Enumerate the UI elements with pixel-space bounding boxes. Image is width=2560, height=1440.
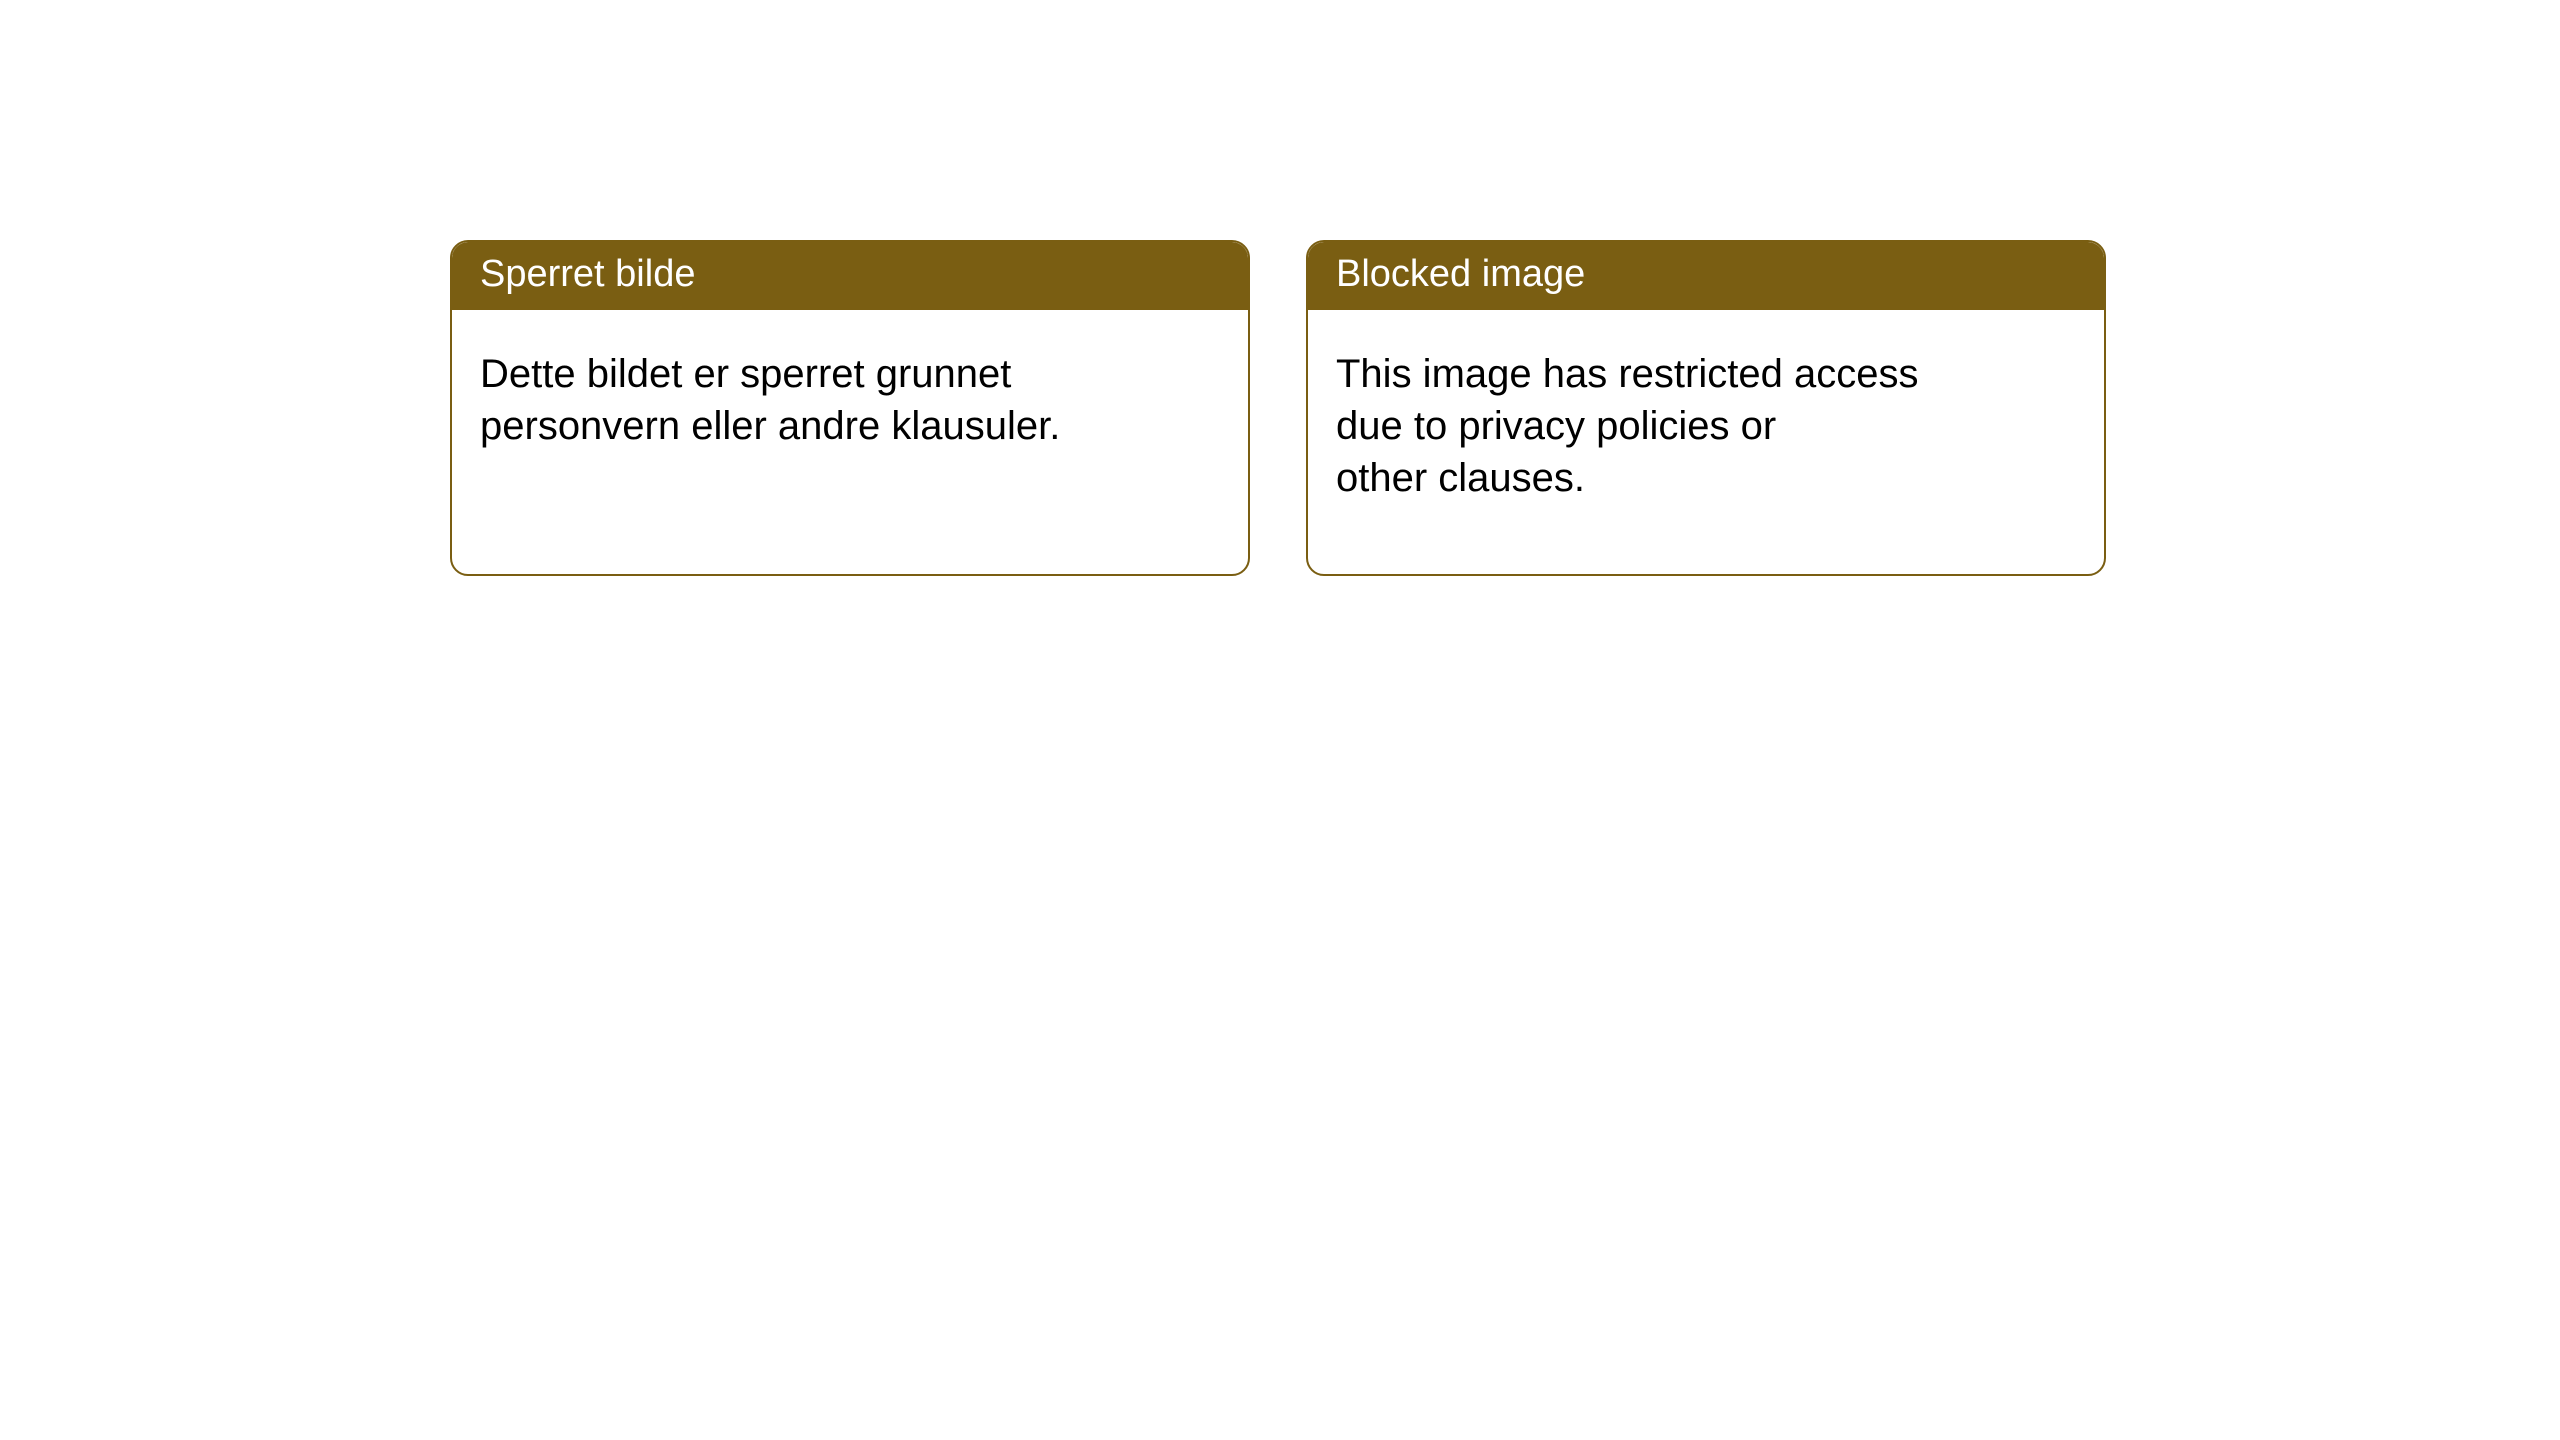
card-title: Sperret bilde	[452, 242, 1248, 310]
blocked-image-card-en: Blocked image This image has restricted …	[1306, 240, 2106, 576]
card-body: This image has restricted access due to …	[1308, 310, 2104, 542]
card-body: Dette bildet er sperret grunnet personve…	[452, 310, 1248, 490]
card-title: Blocked image	[1308, 242, 2104, 310]
blocked-image-card-no: Sperret bilde Dette bildet er sperret gr…	[450, 240, 1250, 576]
card-row: Sperret bilde Dette bildet er sperret gr…	[450, 240, 2560, 576]
